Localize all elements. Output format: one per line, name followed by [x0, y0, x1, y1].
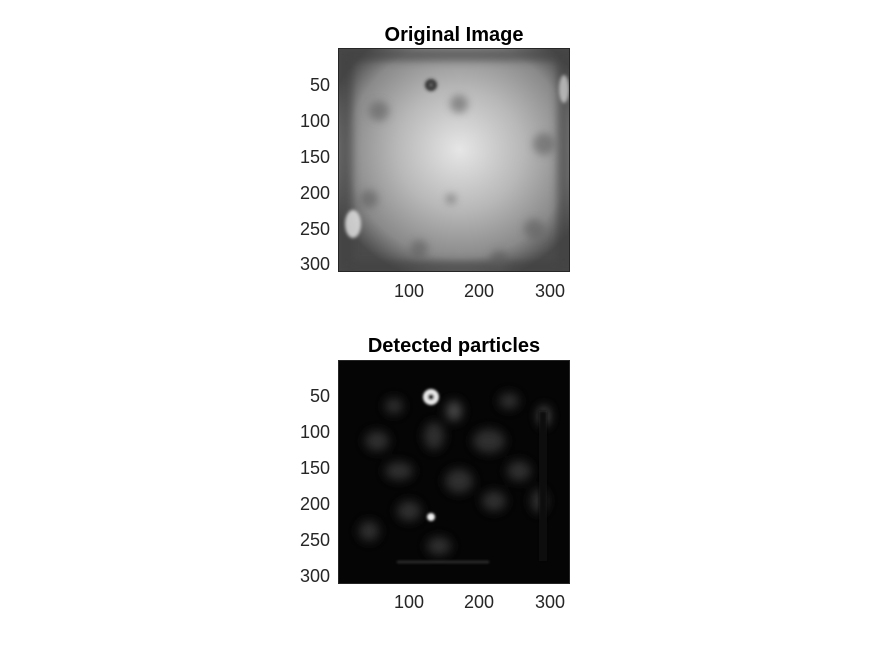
ytick-label: 100 — [299, 422, 330, 442]
ytick-label: 300 — [299, 254, 330, 274]
ytick-label: 50 — [309, 386, 330, 406]
panel-title: Detected particles — [367, 335, 541, 357]
ytick-label: 250 — [299, 219, 330, 239]
xtick-label: 100 — [393, 281, 425, 301]
ytick-label: 200 — [299, 183, 330, 203]
detected-particles-panel: Detected particles — [0, 311, 875, 639]
detected-particles-raster — [339, 361, 569, 583]
ytick-label: 300 — [299, 566, 330, 586]
detected-particles-image — [338, 360, 570, 584]
ytick-label: 200 — [299, 494, 330, 514]
ytick-label: 150 — [299, 147, 330, 167]
xtick-label: 200 — [463, 281, 495, 301]
xtick-label: 100 — [393, 592, 425, 612]
ytick-label: 50 — [309, 75, 330, 95]
xtick-label: 200 — [463, 592, 495, 612]
original-image — [338, 48, 570, 272]
ytick-label: 100 — [299, 111, 330, 131]
ytick-label: 250 — [299, 530, 330, 550]
original-image-panel: Original Image — [299, 24, 570, 301]
panel-title: Original Image — [384, 24, 524, 46]
xtick-label: 300 — [534, 281, 566, 301]
original-image-raster — [339, 49, 569, 271]
ytick-label: 150 — [299, 458, 330, 478]
xtick-label: 300 — [534, 592, 566, 612]
